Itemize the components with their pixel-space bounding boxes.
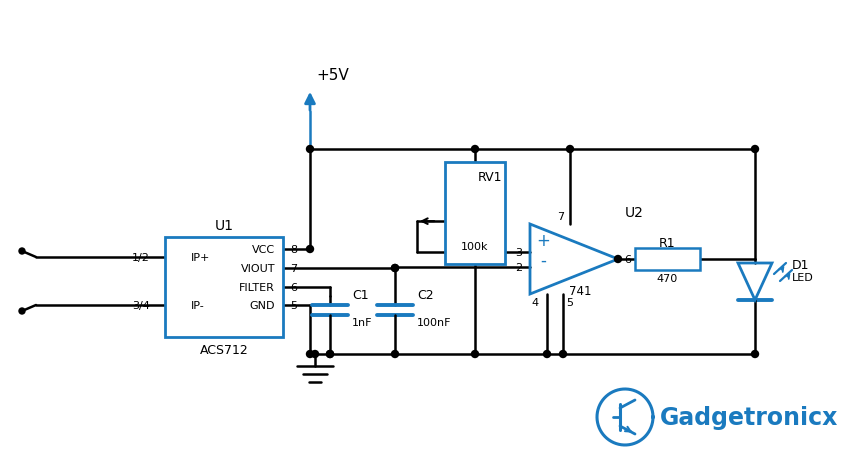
Text: 6: 6 bbox=[290, 282, 297, 292]
Text: 8: 8 bbox=[290, 244, 298, 255]
Text: GND: GND bbox=[250, 300, 275, 310]
Text: -: - bbox=[540, 251, 546, 269]
Text: 4: 4 bbox=[532, 297, 539, 307]
Bar bbox=[445, 163, 505, 264]
Circle shape bbox=[326, 351, 333, 358]
Circle shape bbox=[559, 351, 566, 358]
Bar bbox=[165, 238, 283, 337]
Text: IP-: IP- bbox=[191, 300, 205, 310]
Circle shape bbox=[307, 351, 314, 358]
Text: RV1: RV1 bbox=[478, 171, 502, 184]
Text: U2: U2 bbox=[625, 206, 643, 219]
Circle shape bbox=[311, 351, 319, 358]
Circle shape bbox=[751, 351, 758, 358]
Circle shape bbox=[19, 249, 25, 255]
Text: 1/2: 1/2 bbox=[132, 252, 150, 263]
Text: LED: LED bbox=[792, 272, 813, 282]
Circle shape bbox=[472, 351, 479, 358]
Circle shape bbox=[615, 256, 621, 263]
Text: 7: 7 bbox=[557, 212, 564, 221]
Text: R1: R1 bbox=[660, 237, 676, 250]
Text: 1nF: 1nF bbox=[352, 317, 372, 327]
Text: +: + bbox=[536, 232, 550, 250]
Text: C1: C1 bbox=[352, 288, 369, 301]
Text: ACS712: ACS712 bbox=[200, 344, 248, 357]
Circle shape bbox=[751, 146, 758, 153]
Text: C2: C2 bbox=[417, 288, 434, 301]
Text: VCC: VCC bbox=[252, 244, 275, 255]
Circle shape bbox=[392, 351, 399, 358]
Circle shape bbox=[543, 351, 551, 358]
Circle shape bbox=[566, 146, 574, 153]
Circle shape bbox=[19, 308, 25, 314]
Text: 3: 3 bbox=[515, 247, 522, 257]
Text: 5: 5 bbox=[566, 297, 573, 307]
Circle shape bbox=[392, 265, 399, 272]
Text: IP+: IP+ bbox=[191, 252, 211, 263]
Text: 100nF: 100nF bbox=[417, 317, 451, 327]
Text: 741: 741 bbox=[569, 284, 592, 297]
Text: 3/4: 3/4 bbox=[132, 300, 150, 310]
Text: +5V: +5V bbox=[316, 69, 348, 83]
Text: D1: D1 bbox=[792, 259, 809, 272]
Circle shape bbox=[307, 146, 314, 153]
Text: FILTER: FILTER bbox=[239, 282, 275, 292]
Text: 470: 470 bbox=[657, 274, 678, 283]
Circle shape bbox=[392, 265, 399, 272]
Text: 6: 6 bbox=[624, 255, 631, 264]
Text: 5: 5 bbox=[290, 300, 297, 310]
Text: Gadgetronicx: Gadgetronicx bbox=[660, 405, 838, 429]
Circle shape bbox=[326, 351, 333, 358]
Circle shape bbox=[472, 146, 479, 153]
Circle shape bbox=[307, 246, 314, 253]
Text: 100k: 100k bbox=[462, 242, 489, 251]
Text: VIOUT: VIOUT bbox=[241, 263, 275, 274]
Text: U1: U1 bbox=[214, 219, 234, 232]
Bar bbox=[635, 249, 700, 270]
Text: 2: 2 bbox=[515, 263, 522, 272]
Text: 7: 7 bbox=[290, 263, 298, 274]
